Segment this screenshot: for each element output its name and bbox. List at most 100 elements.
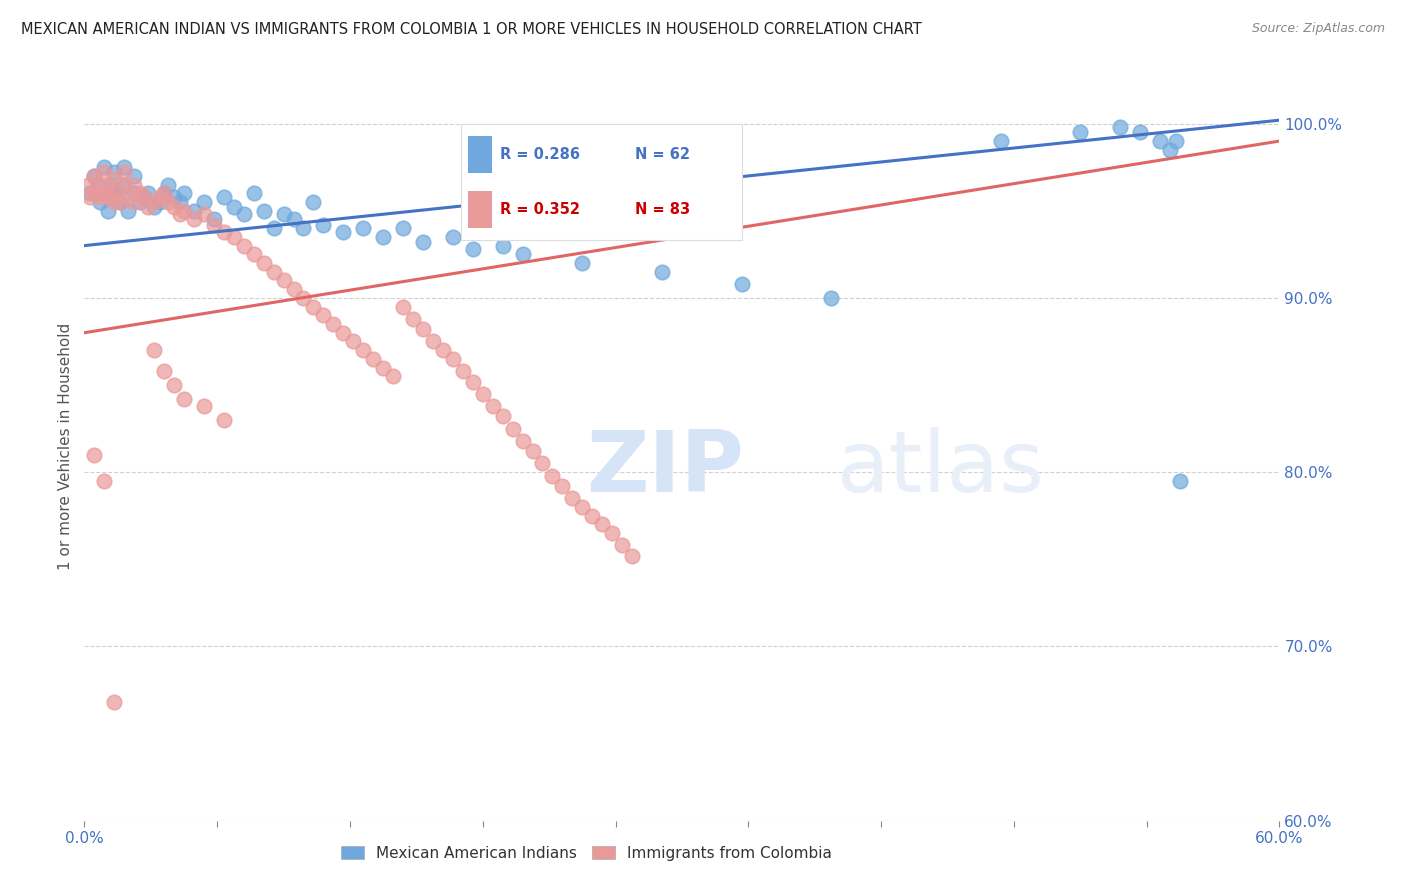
Point — [392, 300, 415, 314]
Point — [392, 221, 415, 235]
Point — [1069, 125, 1091, 139]
Point — [1164, 134, 1187, 148]
Point — [451, 364, 474, 378]
Point — [193, 207, 215, 221]
Point — [512, 434, 534, 448]
Point — [373, 230, 395, 244]
Point — [79, 186, 101, 201]
Point — [107, 186, 129, 201]
Point — [163, 200, 186, 214]
Point — [382, 369, 405, 384]
Point — [502, 421, 524, 435]
Point — [471, 386, 494, 401]
Point — [136, 200, 159, 214]
Point — [1159, 143, 1181, 157]
Point — [110, 195, 132, 210]
Point — [651, 265, 673, 279]
Point — [242, 186, 264, 201]
Point — [461, 375, 484, 389]
Point — [492, 238, 515, 252]
Point — [122, 169, 145, 183]
Point — [571, 256, 593, 270]
Point — [1129, 125, 1152, 139]
Text: atlas: atlas — [838, 427, 1045, 510]
Point — [492, 409, 515, 424]
Point — [1149, 134, 1171, 148]
Point — [612, 538, 634, 552]
Point — [222, 200, 245, 214]
Point — [117, 190, 139, 204]
Point — [93, 474, 115, 488]
Point — [93, 186, 115, 201]
Point — [103, 172, 125, 186]
Point — [621, 549, 644, 563]
Point — [98, 178, 121, 192]
Point — [412, 322, 434, 336]
Point — [83, 448, 105, 462]
Point — [143, 200, 166, 214]
Point — [222, 230, 245, 244]
Point — [342, 334, 364, 349]
Point — [412, 235, 434, 249]
Text: MEXICAN AMERICAN INDIAN VS IMMIGRANTS FROM COLOMBIA 1 OR MORE VEHICLES IN HOUSEH: MEXICAN AMERICAN INDIAN VS IMMIGRANTS FR… — [21, 22, 922, 37]
Point — [112, 178, 135, 192]
Point — [107, 186, 129, 201]
Point — [103, 165, 125, 179]
Point — [232, 238, 254, 252]
Point — [183, 212, 205, 227]
Point — [571, 500, 593, 514]
Point — [352, 343, 374, 358]
Point — [149, 195, 172, 210]
Point — [531, 457, 554, 471]
Point — [312, 218, 335, 232]
Point — [273, 273, 295, 287]
Point — [212, 413, 235, 427]
Point — [212, 225, 235, 239]
Point — [591, 517, 613, 532]
Point — [112, 165, 135, 179]
Point — [441, 230, 464, 244]
Point — [232, 207, 254, 221]
Point — [312, 308, 335, 322]
Point — [163, 190, 186, 204]
Point — [541, 468, 564, 483]
Point — [149, 190, 172, 204]
Text: Source: ZipAtlas.com: Source: ZipAtlas.com — [1251, 22, 1385, 36]
Point — [561, 491, 583, 506]
Point — [132, 190, 156, 204]
Point — [212, 190, 235, 204]
Point — [143, 195, 166, 210]
Point — [173, 203, 195, 218]
Point — [551, 479, 574, 493]
Point — [263, 221, 285, 235]
Point — [98, 190, 121, 204]
Point — [83, 169, 105, 183]
Point — [990, 134, 1012, 148]
Point — [103, 190, 125, 204]
Point — [302, 300, 325, 314]
Point — [122, 186, 145, 201]
Point — [322, 317, 344, 331]
Point — [83, 169, 105, 183]
Point — [1109, 120, 1132, 135]
Point — [292, 221, 315, 235]
Point — [103, 195, 125, 210]
Point — [122, 195, 145, 210]
Point — [522, 444, 544, 458]
Point — [461, 242, 484, 256]
Point — [132, 190, 156, 204]
Point — [89, 190, 111, 204]
Point — [332, 326, 354, 340]
Point — [89, 195, 111, 210]
Point — [253, 203, 276, 218]
Point — [87, 178, 110, 192]
Point — [136, 186, 159, 201]
Point — [202, 212, 225, 227]
Point — [122, 178, 145, 192]
Point — [112, 160, 135, 174]
Point — [93, 165, 115, 179]
Point — [93, 186, 115, 201]
Point — [292, 291, 315, 305]
Point — [157, 195, 180, 210]
Point — [253, 256, 276, 270]
